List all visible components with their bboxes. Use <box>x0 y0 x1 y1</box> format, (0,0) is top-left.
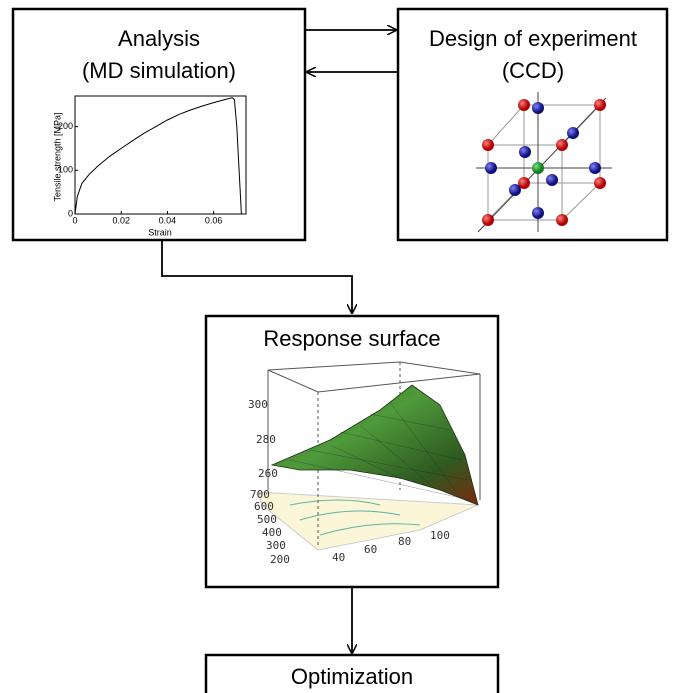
axis-tick-label: 60 <box>364 543 377 556</box>
y-tick-label: 0 <box>68 208 73 218</box>
axis-tick-label: 300 <box>266 539 286 552</box>
surface-plot <box>257 361 481 551</box>
strength-curve <box>74 97 242 215</box>
title: Design of experiment <box>429 26 637 51</box>
x-tick-label: 0 <box>72 215 77 225</box>
optimization-box <box>204 653 500 693</box>
axis-tick-label: 600 <box>254 500 274 513</box>
title: Analysis <box>118 26 200 51</box>
axis-tick-label: 260 <box>258 467 278 480</box>
title: Optimization <box>291 664 413 689</box>
analysis-box <box>11 7 307 242</box>
axis-tick-label: 700 <box>250 488 270 501</box>
axis-tick-label: 280 <box>256 433 276 446</box>
plot-frame <box>74 95 247 215</box>
axis-tick-label: 80 <box>398 535 411 548</box>
axis-tick-label: 500 <box>257 513 277 526</box>
axis-tick-label: 100 <box>430 529 450 542</box>
axis-tick-label: 400 <box>262 526 282 539</box>
design-box <box>396 7 669 242</box>
x-tick-label: 0.04 <box>159 215 177 225</box>
analysis-plot: Tensile strength [MPa] Strain 0 0.02 0.04 0… <box>52 95 247 237</box>
axis-label: Strain <box>148 227 172 237</box>
ccd-cube <box>476 92 612 233</box>
y-tick-label: 100 <box>58 165 73 175</box>
ccd-points <box>482 99 606 226</box>
y-tick-label: 200 <box>58 121 73 131</box>
title: (CCD) <box>502 58 564 83</box>
axis-tick-label: 200 <box>270 553 290 566</box>
response-box <box>204 314 500 589</box>
title: Response surface <box>263 326 440 351</box>
arrow <box>161 240 352 313</box>
title: (MD simulation) <box>82 58 236 83</box>
x-tick-label: 0.02 <box>112 215 130 225</box>
x-tick-label: 0.06 <box>205 215 223 225</box>
axis-tick-label: 40 <box>332 551 345 564</box>
axis-label: Tensile strength [MPa] <box>52 112 62 201</box>
axis-tick-label: 300 <box>248 398 268 411</box>
